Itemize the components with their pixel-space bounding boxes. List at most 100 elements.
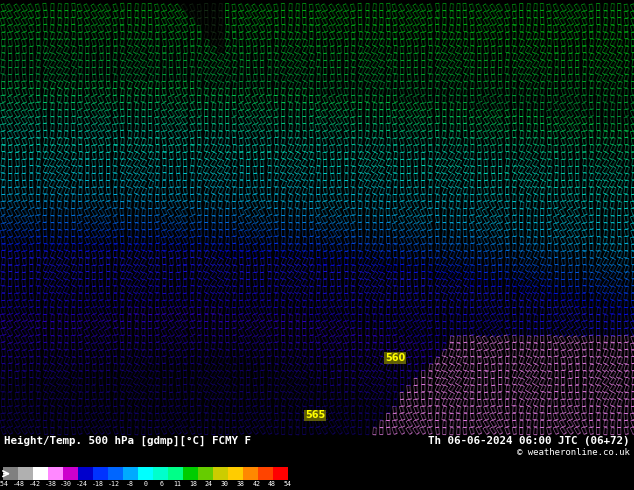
Text: ᴊ: ᴊ [182,37,188,47]
Text: ᴊ: ᴊ [406,59,411,68]
Text: ᴊ: ᴊ [404,9,413,19]
Text: ᴊ: ᴊ [273,115,279,125]
Text: ᴊ: ᴊ [77,157,83,167]
Text: ᴊ: ᴊ [433,66,441,75]
Text: ᴊ: ᴊ [363,80,371,90]
Text: ᴊ: ᴊ [405,242,413,252]
Text: ᴊ: ᴊ [469,355,475,365]
Text: ᴊ: ᴊ [538,391,546,400]
Text: ᴊ: ᴊ [167,87,174,97]
Text: ᴊ: ᴊ [588,38,594,47]
Text: ᴊ: ᴊ [77,115,84,125]
Text: ᴊ: ᴊ [553,66,559,75]
Text: ᴊ: ᴊ [204,17,209,26]
Text: ᴊ: ᴊ [62,178,70,189]
Text: ᴊ: ᴊ [153,157,160,167]
Text: ᴊ: ᴊ [601,292,609,301]
Text: ᴊ: ᴊ [63,129,69,139]
Text: ᴊ: ᴊ [384,369,392,379]
Text: ᴊ: ᴊ [231,144,237,153]
Text: ᴊ: ᴊ [337,165,342,174]
Text: ᴊ: ᴊ [595,228,600,238]
Text: ᴊ: ᴊ [335,30,343,40]
Text: ᴊ: ᴊ [224,341,230,351]
Text: ᴊ: ᴊ [209,30,217,40]
Text: ᴊ: ᴊ [511,108,517,118]
Text: ᴊ: ᴊ [197,235,202,245]
Text: ᴊ: ᴊ [49,412,55,421]
Text: ᴊ: ᴊ [307,178,314,189]
Text: ᴊ: ᴊ [588,31,593,40]
Text: ᴊ: ᴊ [314,235,321,245]
Text: ᴊ: ᴊ [176,165,181,174]
Text: ᴊ: ᴊ [154,249,160,259]
Text: ᴊ: ᴊ [61,157,70,168]
Text: ᴊ: ᴊ [274,243,278,251]
Text: ᴊ: ᴊ [350,122,356,132]
Text: ᴊ: ᴊ [104,16,112,26]
Text: ᴊ: ᴊ [287,341,293,351]
Text: ᴊ: ᴊ [146,37,153,48]
Text: ᴊ: ᴊ [580,313,588,323]
Text: ᴊ: ᴊ [96,426,105,436]
Text: ᴊ: ᴊ [63,298,69,309]
Text: ᴊ: ᴊ [132,37,140,48]
Text: ᴊ: ᴊ [496,87,503,97]
Text: ᴊ: ᴊ [385,342,391,350]
Text: ᴊ: ᴊ [413,186,419,196]
Text: ᴊ: ᴊ [574,165,579,174]
Text: ᴊ: ᴊ [539,348,545,358]
Text: ᴊ: ᴊ [245,363,251,372]
Text: ᴊ: ᴊ [335,37,342,47]
Text: ᴊ: ᴊ [314,306,321,316]
Text: ᴊ: ᴊ [616,235,622,245]
Text: ᴊ: ᴊ [301,87,307,97]
Text: ᴊ: ᴊ [342,412,350,421]
Text: ᴊ: ᴊ [139,157,147,168]
Text: ᴊ: ᴊ [489,23,497,33]
Text: ᴊ: ᴊ [370,45,378,54]
Text: ᴊ: ᴊ [160,122,168,132]
Text: ᴊ: ᴊ [70,200,75,209]
Text: ᴊ: ᴊ [321,214,329,224]
Text: ᴊ: ᴊ [441,235,447,245]
Text: ᴊ: ᴊ [547,405,552,414]
Text: ᴊ: ᴊ [630,179,634,188]
Text: ᴊ: ᴊ [238,87,244,97]
Text: ᴊ: ᴊ [405,306,413,316]
Text: ᴊ: ᴊ [566,418,574,429]
Text: ᴊ: ᴊ [602,313,608,322]
Text: ᴊ: ᴊ [70,412,75,421]
Text: ᴊ: ᴊ [309,200,313,209]
Text: ᴊ: ᴊ [55,157,63,168]
Text: ᴊ: ᴊ [342,418,350,429]
Text: ᴊ: ᴊ [162,369,167,379]
Text: ᴊ: ᴊ [190,398,195,407]
Text: ᴊ: ᴊ [77,150,83,160]
Text: ᴊ: ᴊ [532,306,538,316]
Text: ᴊ: ᴊ [36,398,41,407]
Text: ᴊ: ᴊ [238,136,244,146]
Text: ᴊ: ᴊ [216,87,224,97]
Text: ᴊ: ᴊ [602,136,609,146]
Text: ᴊ: ᴊ [224,2,230,12]
Text: ᴊ: ᴊ [580,327,588,337]
Text: ᴊ: ᴊ [315,285,321,294]
Text: ᴊ: ᴊ [350,285,356,294]
Text: ᴊ: ᴊ [413,397,419,407]
Text: ᴊ: ᴊ [314,16,321,26]
Text: ᴊ: ᴊ [357,299,363,308]
Text: ᴊ: ᴊ [427,129,433,139]
Text: ᴊ: ᴊ [210,235,216,245]
Text: ᴊ: ᴊ [217,334,223,343]
Text: ᴊ: ᴊ [6,341,14,351]
Text: ᴊ: ᴊ [168,144,174,153]
Text: ᴊ: ᴊ [314,108,321,118]
Text: ᴊ: ᴊ [391,221,399,231]
Text: ᴊ: ᴊ [533,115,538,124]
Text: ᴊ: ᴊ [106,52,110,61]
Text: ᴊ: ᴊ [104,129,112,139]
Text: ᴊ: ᴊ [146,397,153,407]
Text: ᴊ: ᴊ [539,405,545,414]
Text: ᴊ: ᴊ [503,412,510,421]
